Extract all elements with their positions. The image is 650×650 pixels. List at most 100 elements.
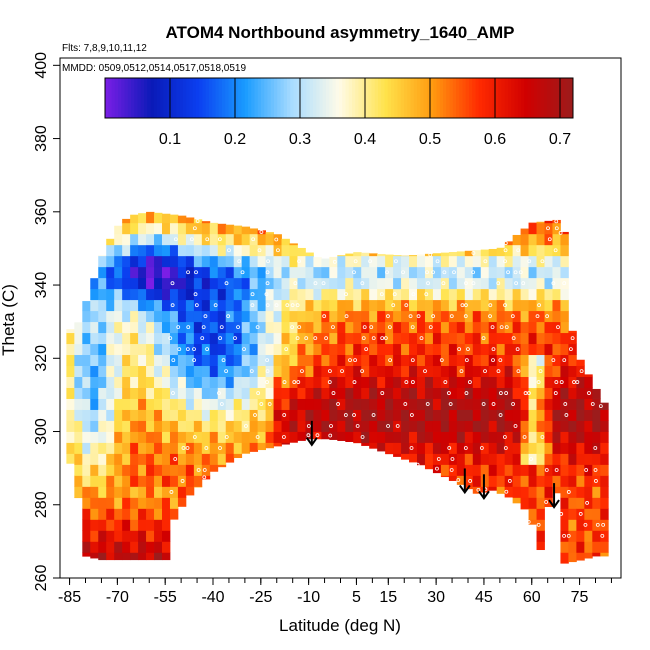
heatmap-cell (512, 486, 521, 498)
heatmap-cell (512, 234, 521, 246)
heatmap-cell (162, 519, 171, 531)
heatmap-cell (154, 299, 163, 312)
observation-point (535, 314, 540, 319)
heatmap-cell (138, 233, 147, 246)
heatmap-cell (544, 497, 553, 507)
heatmap-cell (241, 233, 251, 246)
heatmap-cell (472, 453, 482, 465)
heatmap-cell (154, 508, 163, 520)
heatmap-cell (337, 310, 346, 323)
colorbar-swatch (303, 78, 307, 118)
heatmap-cell (480, 431, 490, 443)
heatmap-cell (409, 299, 418, 312)
heatmap-cell (201, 321, 211, 334)
heatmap-cell (265, 442, 274, 449)
heatmap-cell (456, 453, 466, 465)
observation-point (423, 369, 427, 374)
heatmap-cell (90, 332, 99, 345)
heatmap-cell (560, 354, 569, 367)
heatmap-cell (106, 431, 115, 443)
heatmap-cell (201, 442, 211, 454)
heatmap-cell (504, 266, 514, 279)
heatmap-cell (162, 409, 171, 421)
observation-point (559, 380, 564, 384)
heatmap-cell (201, 299, 211, 312)
heatmap-cell (329, 299, 338, 312)
heatmap-cell (448, 365, 458, 377)
heatmap-cell (464, 442, 474, 454)
heatmap-cell (106, 387, 115, 399)
heatmap-cell (568, 332, 577, 345)
heatmap-cell (313, 343, 322, 356)
observation-point (435, 466, 439, 471)
colorbar-swatch (231, 78, 236, 118)
heatmap-cell (520, 387, 529, 399)
heatmap-cell (114, 431, 123, 443)
heatmap-cell (417, 266, 426, 279)
observation-point (554, 219, 559, 224)
heatmap-cell (281, 398, 290, 410)
heatmap-cell (273, 255, 282, 268)
heatmap-cell (193, 376, 203, 388)
heatmap-cell (552, 266, 561, 279)
y-axis-label: Theta (C) (0, 284, 18, 356)
observation-point (176, 325, 181, 330)
heatmap-cell (233, 354, 243, 367)
heatmap-cell (217, 321, 227, 334)
observation-point (274, 303, 279, 308)
heatmap-cell (98, 420, 107, 432)
heatmap-cell (146, 519, 155, 531)
heatmap-cell (209, 310, 219, 323)
heatmap-cell (233, 398, 243, 410)
observation-point (237, 259, 242, 264)
heatmap-cell (201, 277, 211, 290)
heatmap-cell (225, 244, 235, 257)
heatmap-cell (480, 249, 490, 257)
heatmap-cell (281, 442, 290, 445)
heatmap-cell (600, 442, 609, 454)
colorbar-swatch (192, 78, 197, 118)
heatmap-cell (209, 332, 219, 345)
colorbar-swatch (426, 78, 431, 118)
colorbar-swatch (355, 78, 359, 118)
heatmap-cell (592, 409, 601, 421)
heatmap-cell (417, 398, 426, 410)
heatmap-cell (361, 288, 370, 301)
heatmap-cell (177, 354, 187, 367)
heatmap-cell (74, 409, 83, 421)
observation-point (507, 479, 512, 483)
heatmap-cell (289, 288, 298, 301)
heatmap-cell (472, 431, 482, 443)
heatmap-cell (169, 244, 179, 257)
heatmap-cell (82, 475, 91, 487)
heatmap-cell (424, 431, 434, 443)
observation-point (583, 523, 588, 527)
heatmap-cell (472, 277, 482, 290)
heatmap-cell (560, 398, 569, 410)
heatmap-cell (74, 343, 83, 356)
observation-point (404, 380, 409, 384)
colorbar-swatch (417, 78, 421, 118)
observation-point (459, 369, 464, 374)
colorbar-swatch (160, 78, 164, 118)
heatmap-cell (480, 277, 490, 290)
heatmap-cell (329, 365, 338, 377)
heatmap-cell (313, 398, 322, 410)
observation-point (355, 424, 360, 428)
heatmap-cell (536, 376, 545, 388)
heatmap-cell (584, 376, 593, 388)
heatmap-cell (273, 277, 282, 290)
heatmap-cell (225, 453, 235, 463)
heatmap-cell (122, 321, 131, 334)
heatmap-cell (584, 541, 593, 553)
heatmap-cell (177, 376, 187, 388)
observation-point (185, 347, 190, 352)
heatmap-cell (217, 343, 227, 356)
heatmap-cell (265, 365, 274, 377)
heatmap-cell (456, 475, 466, 485)
heatmap-cell (432, 332, 442, 345)
heatmap-cell (321, 299, 330, 312)
heatmap-cell (177, 343, 187, 356)
heatmap-cell (82, 464, 91, 476)
colorbar-swatch (491, 78, 496, 118)
